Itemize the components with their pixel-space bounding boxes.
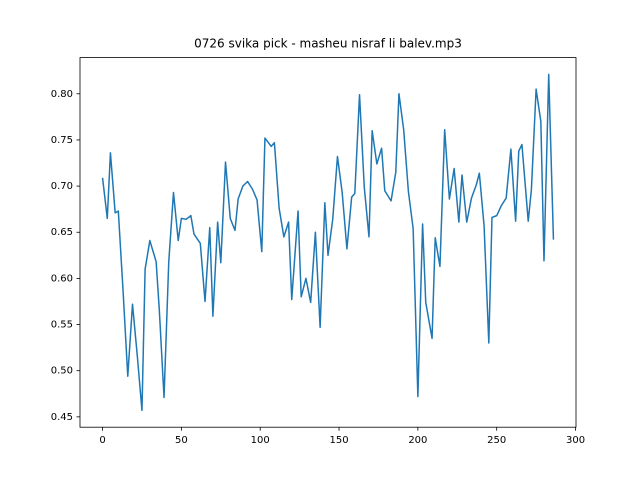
y-tick-label: 0.65 [51,227,73,238]
x-tick-label: 150 [329,435,348,446]
x-tick-label: 0 [99,435,105,446]
x-tick-label: 300 [566,435,585,446]
x-tick-label: 250 [487,435,506,446]
y-tick-label: 0.50 [51,366,73,377]
chart-title: 0726 svika pick - masheu nisraf li balev… [194,37,462,51]
x-tick-label: 50 [175,435,188,446]
y-tick-label: 0.80 [51,89,73,100]
y-tick-label: 0.55 [51,320,73,331]
data-line [101,73,555,412]
axes-frame [79,57,577,428]
y-tick-label: 0.70 [51,181,73,192]
y-tick-label: 0.60 [51,273,73,284]
y-tick-label: 0.45 [51,412,73,423]
x-tick-label: 200 [408,435,427,446]
y-tick-label: 0.75 [51,135,73,146]
x-tick-label: 100 [251,435,270,446]
